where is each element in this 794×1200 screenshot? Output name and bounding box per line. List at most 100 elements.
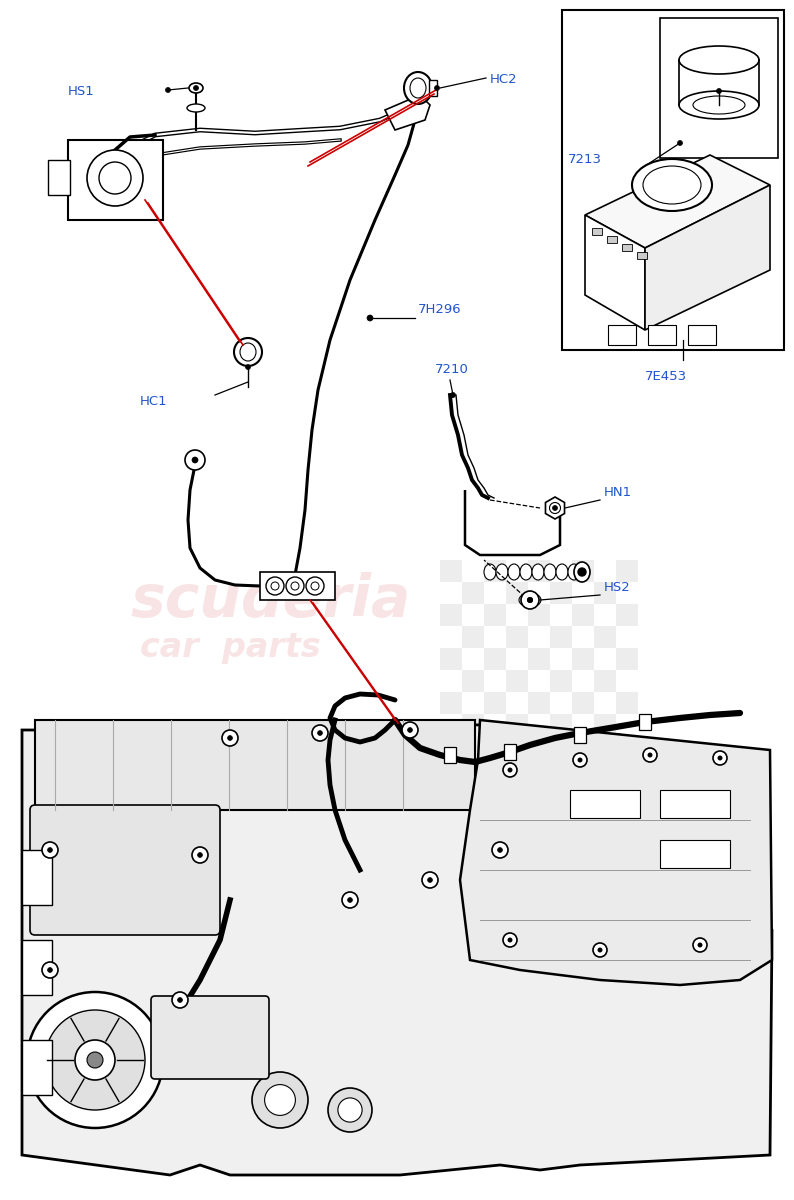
Circle shape — [553, 505, 557, 510]
Circle shape — [165, 88, 171, 92]
Bar — [660, 840, 730, 868]
Circle shape — [716, 89, 722, 94]
Ellipse shape — [679, 91, 759, 119]
Circle shape — [698, 943, 702, 947]
Polygon shape — [645, 185, 770, 330]
Circle shape — [521, 590, 539, 608]
Circle shape — [228, 736, 233, 740]
Bar — [528, 560, 550, 582]
Bar — [444, 746, 456, 763]
Bar — [440, 560, 462, 582]
Bar — [48, 160, 70, 194]
Circle shape — [643, 748, 657, 762]
Bar — [440, 692, 462, 714]
Circle shape — [367, 314, 373, 320]
Circle shape — [48, 967, 52, 972]
Circle shape — [87, 1052, 103, 1068]
Bar — [506, 626, 528, 648]
Circle shape — [291, 582, 299, 590]
Circle shape — [578, 758, 582, 762]
Bar — [594, 670, 616, 692]
Bar — [35, 720, 475, 810]
Bar — [440, 648, 462, 670]
Bar — [22, 1040, 52, 1094]
FancyBboxPatch shape — [30, 805, 220, 935]
Bar — [594, 714, 616, 736]
Ellipse shape — [693, 96, 745, 114]
Circle shape — [508, 768, 512, 772]
Bar — [639, 714, 651, 730]
Bar — [688, 325, 716, 346]
Bar — [484, 736, 506, 758]
Circle shape — [286, 577, 304, 595]
Circle shape — [328, 1088, 372, 1132]
Bar — [550, 582, 572, 604]
Circle shape — [648, 752, 652, 757]
Circle shape — [192, 847, 208, 863]
Ellipse shape — [189, 83, 203, 92]
Bar — [594, 582, 616, 604]
Bar — [484, 560, 506, 582]
Bar — [570, 790, 640, 818]
Bar — [462, 670, 484, 692]
Ellipse shape — [240, 343, 256, 361]
Ellipse shape — [532, 564, 544, 580]
Text: HC1: HC1 — [140, 395, 168, 408]
Text: 7H296: 7H296 — [418, 302, 461, 316]
Circle shape — [503, 763, 517, 778]
Bar — [528, 736, 550, 758]
Ellipse shape — [519, 593, 541, 607]
Circle shape — [593, 943, 607, 958]
Circle shape — [718, 756, 722, 760]
Polygon shape — [460, 720, 772, 985]
Circle shape — [527, 598, 533, 602]
Polygon shape — [545, 497, 565, 518]
Circle shape — [178, 997, 183, 1002]
Bar — [429, 80, 437, 96]
Circle shape — [508, 938, 512, 942]
Bar — [550, 670, 572, 692]
Circle shape — [192, 457, 198, 463]
Polygon shape — [22, 722, 772, 1175]
Circle shape — [348, 898, 353, 902]
Bar — [616, 692, 638, 714]
Ellipse shape — [520, 564, 532, 580]
Circle shape — [503, 934, 517, 947]
Circle shape — [222, 730, 238, 746]
Ellipse shape — [544, 564, 556, 580]
Circle shape — [266, 577, 284, 595]
Text: 7E453: 7E453 — [645, 370, 687, 383]
Bar — [462, 626, 484, 648]
Bar — [616, 648, 638, 670]
Bar — [462, 714, 484, 736]
Circle shape — [185, 450, 205, 470]
Circle shape — [271, 582, 279, 590]
Bar — [572, 736, 594, 758]
Circle shape — [578, 568, 586, 576]
Circle shape — [527, 598, 533, 602]
Circle shape — [318, 731, 322, 736]
Circle shape — [27, 992, 163, 1128]
Bar — [608, 325, 636, 346]
Bar — [528, 648, 550, 670]
Bar — [484, 692, 506, 714]
Circle shape — [434, 85, 440, 90]
Text: HS1: HS1 — [68, 85, 94, 98]
Bar — [622, 244, 632, 251]
Text: 7213: 7213 — [568, 152, 602, 166]
Bar — [550, 626, 572, 648]
Bar — [22, 850, 52, 905]
Circle shape — [598, 948, 602, 952]
Polygon shape — [585, 215, 645, 330]
Circle shape — [42, 842, 58, 858]
Polygon shape — [385, 95, 430, 130]
Bar — [462, 582, 484, 604]
Bar — [592, 228, 602, 235]
Circle shape — [45, 1010, 145, 1110]
Bar — [616, 560, 638, 582]
Ellipse shape — [556, 564, 568, 580]
Circle shape — [311, 582, 319, 590]
Circle shape — [428, 877, 433, 882]
Circle shape — [338, 1098, 362, 1122]
Bar — [484, 648, 506, 670]
